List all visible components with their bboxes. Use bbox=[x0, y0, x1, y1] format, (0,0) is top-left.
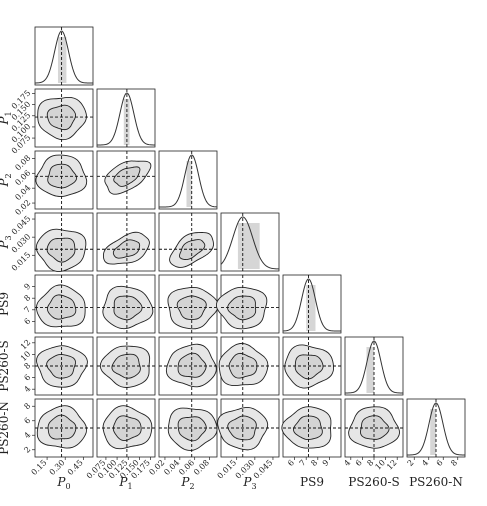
x-tick-label: 6 bbox=[286, 458, 296, 468]
panel-PS260-S-vs-PS260-S bbox=[344, 336, 404, 396]
x-tick-label: 0.045 bbox=[252, 458, 275, 481]
y-axis-label-P2: P2 bbox=[0, 173, 13, 187]
panel-P3-vs-P3 bbox=[220, 212, 280, 272]
y-tick-label: 8 bbox=[22, 361, 32, 371]
y-axis-label-PS260-S: PS260-S bbox=[0, 340, 11, 391]
x-tick-label: 2 bbox=[406, 458, 416, 468]
y-tick-label: 12 bbox=[19, 338, 33, 352]
x-tick-label: 0.015 bbox=[216, 458, 239, 481]
y-tick-label: 0.030 bbox=[10, 232, 33, 255]
x-axis-label-P3: P3 bbox=[242, 475, 256, 491]
panel-PS260-S-vs-PS9 bbox=[282, 336, 342, 396]
marginal-density-curve bbox=[344, 340, 404, 394]
x-tick-label: 8 bbox=[449, 458, 459, 468]
panel-PS9-vs-P0: 67 89 bbox=[22, 274, 94, 334]
panel-PS260-N-vs-P2: 0.020.040.060.08 bbox=[147, 398, 218, 477]
x-axis-label-P2: P2 bbox=[180, 475, 194, 491]
x-tick-label: 0.45 bbox=[66, 458, 85, 477]
credible-interval-band bbox=[186, 161, 192, 207]
panel-P3-vs-P2 bbox=[158, 212, 218, 272]
x-tick-label: 0.08 bbox=[192, 458, 211, 477]
x-tick-label: 7 bbox=[298, 458, 308, 468]
panel-PS260-S-vs-P2 bbox=[158, 336, 218, 396]
y-tick-label: 10 bbox=[19, 349, 33, 363]
y-tick-label: 0.045 bbox=[10, 214, 33, 237]
marginal-density-curve bbox=[406, 402, 466, 456]
x-tick-label: 6 bbox=[354, 458, 364, 468]
y-tick-label: 0.015 bbox=[10, 250, 33, 273]
panel-PS9-vs-P2 bbox=[158, 274, 219, 334]
marginal-density-curve bbox=[97, 92, 156, 146]
y-tick-label: 2 bbox=[22, 445, 32, 455]
y-tick-label: 0.08 bbox=[13, 153, 32, 172]
x-axis-label-PS260-N: PS260-N bbox=[409, 475, 463, 489]
y-axis-label-PS9: PS9 bbox=[0, 292, 11, 316]
marginal-density-curve bbox=[220, 216, 280, 270]
x-axis-label-P1: P1 bbox=[118, 475, 132, 491]
credible-interval-band bbox=[366, 347, 374, 393]
density-contour-inner bbox=[177, 352, 207, 378]
panel-P2-vs-P0: 0.020.040.060.08 bbox=[13, 150, 94, 217]
x-tick-label: 9 bbox=[321, 458, 331, 468]
panel-P0-vs-P0 bbox=[34, 26, 94, 86]
marginal-density-curve bbox=[282, 278, 341, 332]
x-tick-label: 12 bbox=[385, 458, 399, 472]
y-tick-label: 6 bbox=[22, 416, 32, 426]
y-tick-label: 6 bbox=[22, 316, 32, 326]
x-tick-label: 0.04 bbox=[162, 458, 181, 477]
x-tick-label: 8 bbox=[365, 458, 375, 468]
y-tick-label: 8 bbox=[22, 401, 32, 411]
x-tick-label: 0.15 bbox=[30, 458, 49, 477]
credible-interval-band bbox=[430, 409, 436, 455]
x-axis-label-PS260-S: PS260-S bbox=[348, 475, 399, 489]
y-axis-label-P1: P1 bbox=[0, 111, 13, 125]
x-tick-label: 4 bbox=[342, 458, 352, 468]
marginal-density-curve bbox=[159, 154, 218, 208]
panel-PS260-S-vs-P1 bbox=[96, 336, 156, 396]
y-axis-label-P3: P3 bbox=[0, 235, 13, 249]
panel-PS260-S-vs-P3 bbox=[218, 336, 280, 396]
y-tick-label: 0.02 bbox=[13, 198, 32, 217]
panel-P2-vs-P1 bbox=[96, 150, 156, 210]
y-tick-label: 0.04 bbox=[13, 183, 32, 202]
x-axis-label-P0: P0 bbox=[56, 475, 70, 491]
panel-PS9-vs-PS9 bbox=[282, 274, 342, 334]
y-tick-label: 8 bbox=[22, 293, 32, 303]
x-tick-label: 8 bbox=[309, 458, 319, 468]
density-contour-inner bbox=[177, 416, 207, 442]
credible-interval-band bbox=[237, 223, 260, 269]
credible-interval-band bbox=[306, 285, 316, 331]
y-tick-label: 4 bbox=[22, 430, 32, 440]
y-tick-label: 0.06 bbox=[13, 168, 32, 187]
panel-P2-vs-P2 bbox=[158, 150, 218, 210]
x-axis-label-PS9: PS9 bbox=[300, 475, 324, 489]
y-tick-label: 9 bbox=[22, 282, 32, 292]
panel-PS9-vs-P3 bbox=[216, 274, 280, 334]
density-contour-inner bbox=[47, 414, 77, 440]
marginal-density-curve bbox=[34, 30, 93, 84]
y-axis-label-PS260-N: PS260-N bbox=[0, 401, 11, 455]
x-tick-label: 4 bbox=[420, 458, 430, 468]
credible-interval-band bbox=[57, 37, 67, 83]
y-tick-label: 7 bbox=[22, 305, 32, 315]
x-tick-label: 6 bbox=[435, 458, 445, 468]
y-tick-label: 6 bbox=[22, 373, 32, 383]
panel-P1-vs-P1 bbox=[96, 88, 156, 148]
x-tick-label: 0.02 bbox=[147, 458, 166, 477]
panel-P3-vs-P1 bbox=[96, 212, 156, 272]
panel-PS9-vs-P1 bbox=[96, 274, 156, 334]
y-tick-label: 4 bbox=[22, 384, 32, 394]
